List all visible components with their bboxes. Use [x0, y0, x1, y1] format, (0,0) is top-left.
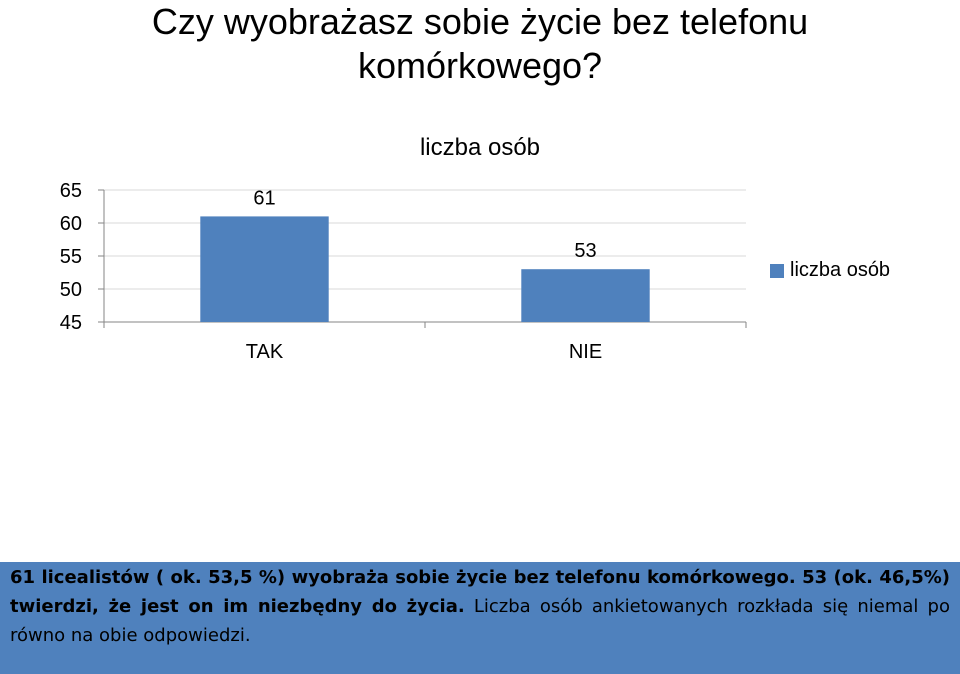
y-tick-label: 45 — [60, 312, 82, 334]
slide-title: Czy wyobrażasz sobie życie bez telefonu … — [151, 1, 809, 86]
bar-nie — [521, 269, 650, 322]
x-tick-label: TAK — [246, 341, 284, 363]
legend: liczba osób — [770, 259, 890, 282]
bar-chart: 45 50 55 60 65 61 TAK 53 NIE — [60, 180, 747, 363]
y-tick-label: 55 — [60, 246, 82, 268]
data-label: 61 — [253, 187, 275, 209]
data-label: 53 — [574, 240, 596, 262]
x-tick-label: NIE — [569, 341, 602, 363]
legend-label: liczba osób — [790, 259, 891, 281]
y-tick-label: 60 — [60, 213, 82, 235]
y-tick-label: 65 — [60, 180, 82, 202]
legend-swatch — [770, 263, 784, 278]
summary-box: 61 licealistów ( ok. 53,5 %) wyobraża so… — [0, 562, 960, 674]
summary-normal-text: Liczba osób ankietowanych rozkłada się n… — [10, 596, 950, 646]
summary-bold-text: 61 licealistów ( ok. 53,5 %) wyobraża so… — [10, 567, 950, 617]
chart-title: liczba osób — [419, 134, 541, 161]
bar-tak — [200, 216, 329, 322]
y-tick-label: 50 — [60, 279, 82, 301]
